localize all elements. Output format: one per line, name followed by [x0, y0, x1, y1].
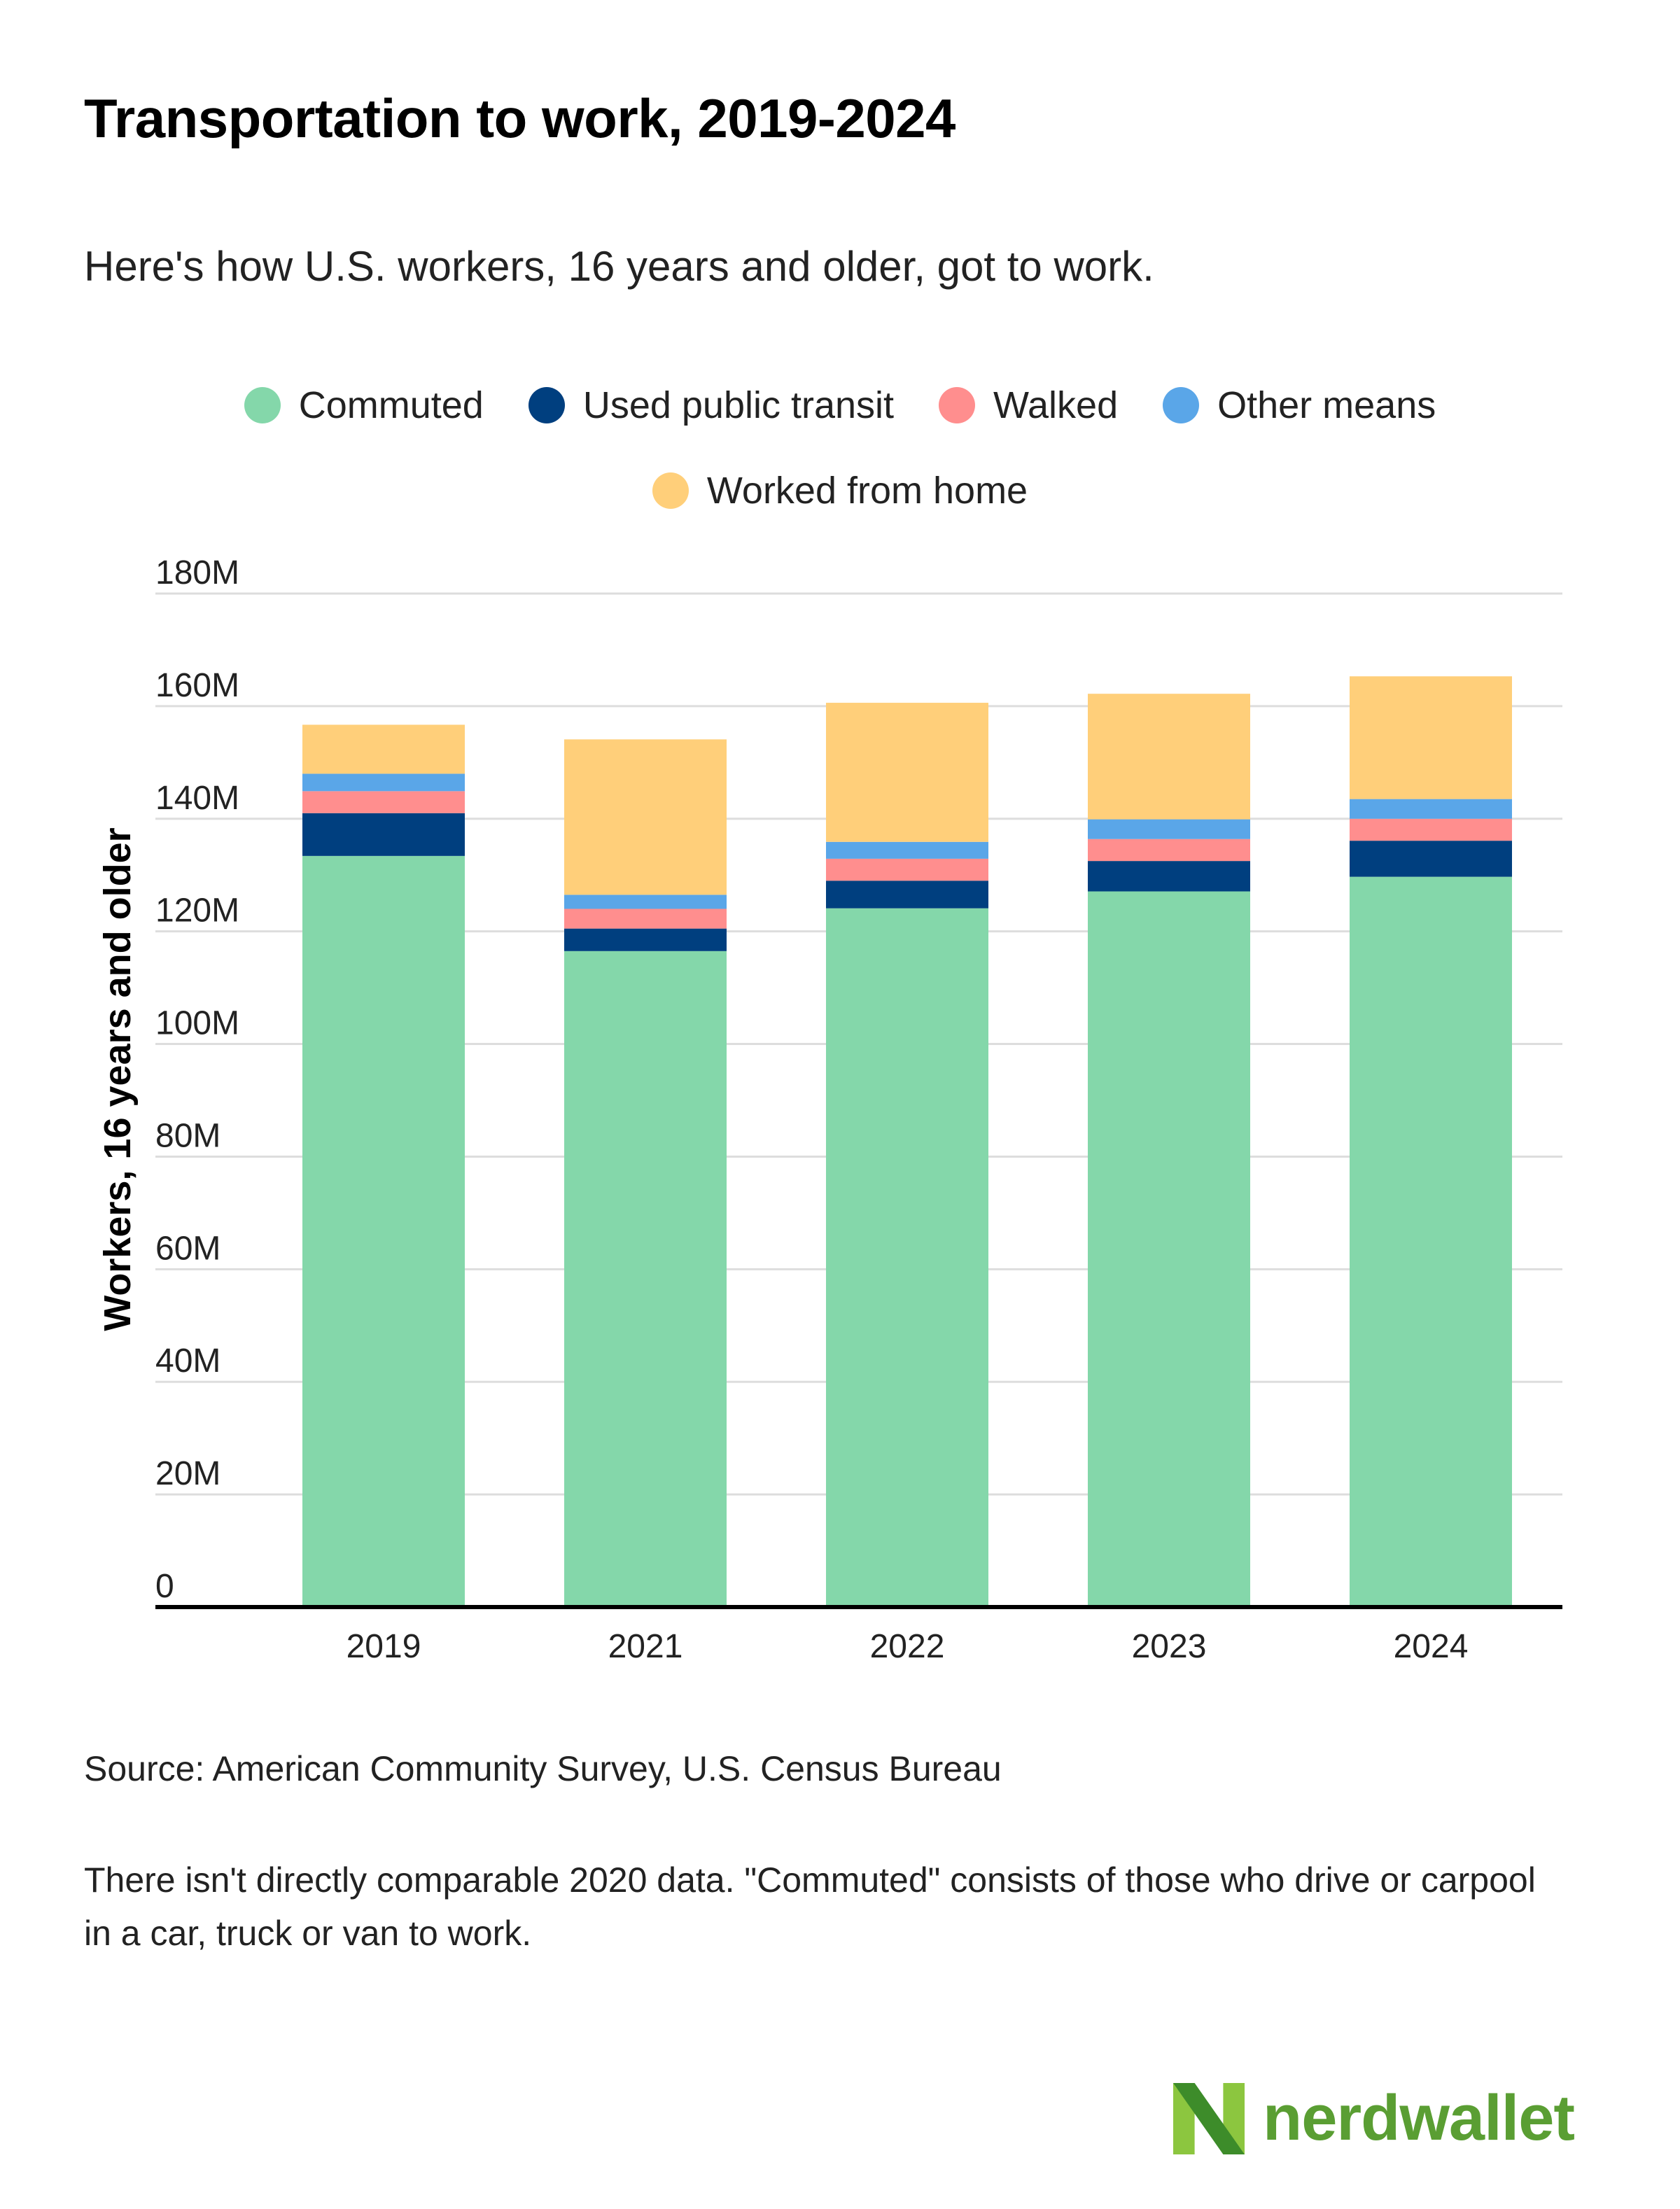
axes: Workers, 16 years and older [97, 827, 1562, 1609]
bar-segment [1088, 819, 1250, 839]
bar-segment [302, 813, 465, 856]
source-note: Source: American Community Survey, U.S. … [84, 1749, 1002, 1788]
bar-segment [1088, 861, 1250, 892]
chart-title: Transportation to work, 2019-2024 [84, 87, 955, 149]
bar-segment [302, 855, 465, 1607]
legend-label: Walked [993, 384, 1119, 426]
x-tick-label: 2019 [346, 1628, 421, 1665]
y-tick-label: 160M [155, 667, 239, 704]
nerdwallet-logo-mark-icon [1173, 2082, 1245, 2154]
bar-segment [1350, 841, 1512, 877]
legend-item: Used public transit [528, 384, 894, 427]
bar-segment [564, 909, 727, 929]
y-tick-label: 180M [155, 554, 239, 591]
legend-label: Worked from home [706, 470, 1028, 512]
bar-segment [1350, 876, 1512, 1607]
bar-segment [826, 841, 988, 859]
legend-swatch [244, 387, 281, 423]
bar-segment [1088, 839, 1250, 862]
legend-label: Commuted [298, 384, 484, 426]
legend: Commuted Used public transit Walked Other m… [84, 384, 1596, 512]
bars: 2019 2021 2022 2023 2024 [302, 676, 1512, 1665]
nerdwallet-logo: nerdwallet [1173, 2082, 1575, 2155]
gridlines: 0 20M 40M 60M 80M 100M 120M 140M 160M 180M [155, 554, 1562, 1605]
bar-segment [564, 951, 727, 1607]
bar-segment [826, 908, 988, 1607]
y-tick-label: 40M [155, 1342, 220, 1380]
x-tick-label: 2022 [870, 1628, 945, 1665]
legend-swatch [652, 472, 689, 509]
bar-segment [564, 895, 727, 909]
y-tick-label: 100M [155, 1005, 239, 1042]
y-tick-label: 60M [155, 1230, 220, 1267]
chart-subtitle: Here's how U.S. workers, 16 years and ol… [84, 243, 1154, 290]
y-tick-label: 80M [155, 1117, 220, 1154]
legend-label: Other means [1217, 384, 1436, 426]
bar-segment [302, 773, 465, 792]
legend-label: Used public transit [582, 384, 895, 426]
footnote: There isn't directly comparable 2020 dat… [84, 1860, 1536, 1953]
nerdwallet-wordmark: nerdwallet [1263, 2082, 1575, 2154]
bar-segment [1350, 676, 1512, 799]
bar-segment [1088, 891, 1250, 1607]
bar-segment [1088, 694, 1250, 820]
y-tick-label: 120M [155, 892, 239, 930]
y-tick-label: 0 [155, 1568, 174, 1605]
legend-item: Worked from home [652, 469, 1028, 512]
bar-segment [302, 791, 465, 813]
x-tick-label: 2024 [1394, 1628, 1469, 1665]
legend-item: Walked [939, 384, 1118, 427]
y-axis-title: Workers, 16 years and older [97, 827, 139, 1331]
legend-item: Commuted [244, 384, 484, 427]
bar-segment [564, 928, 727, 951]
legend-item: Other means [1163, 384, 1436, 427]
bar-segment [564, 739, 727, 895]
bar-segment [826, 703, 988, 842]
x-tick-label: 2023 [1132, 1628, 1207, 1665]
legend-swatch [528, 387, 565, 423]
bar-segment [1350, 799, 1512, 819]
legend-swatch [939, 387, 976, 423]
bar-segment [1350, 818, 1512, 841]
legend-swatch [1163, 387, 1200, 423]
x-tick-label: 2021 [608, 1628, 683, 1665]
bar-segment [826, 881, 988, 909]
y-tick-label: 140M [155, 780, 239, 817]
bar-segment [302, 724, 465, 774]
bar-segment [826, 858, 988, 881]
y-tick-label: 20M [155, 1455, 220, 1492]
